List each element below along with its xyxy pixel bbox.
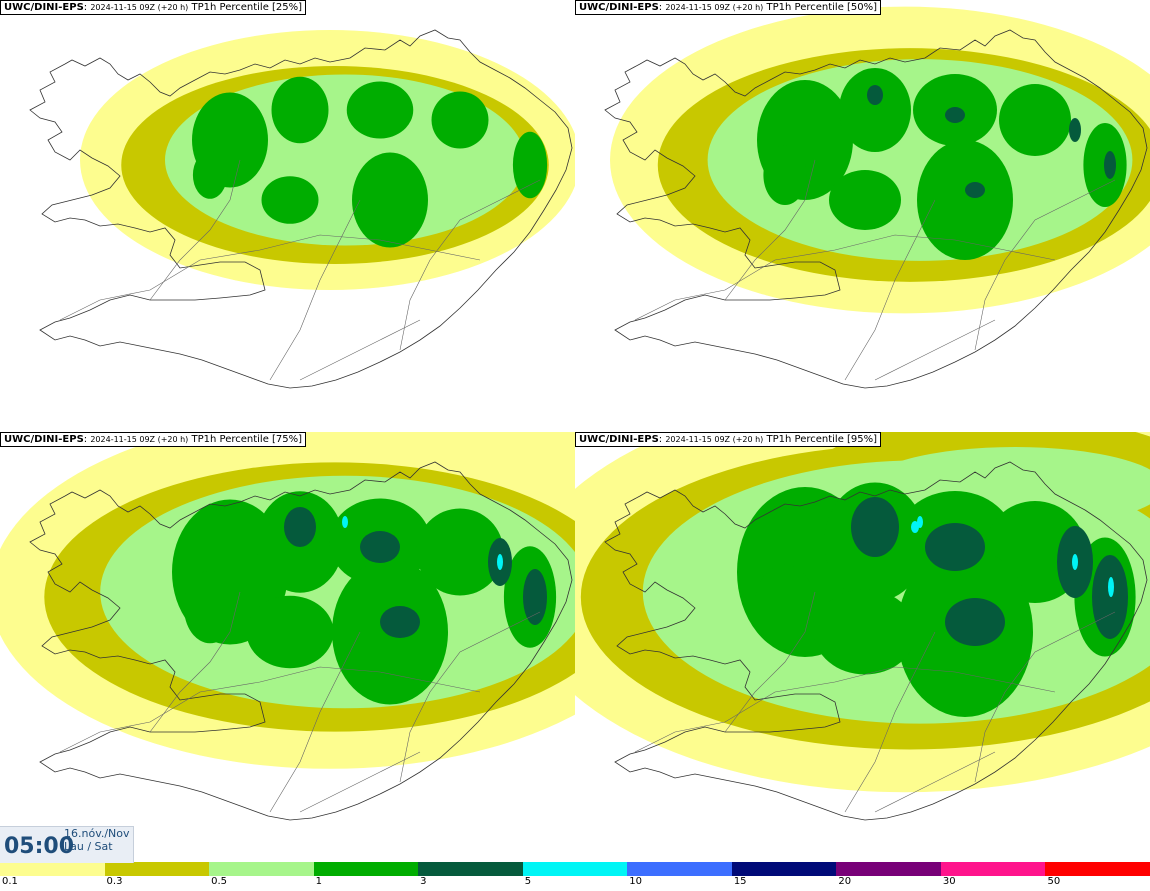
colorbar-segment <box>627 862 732 876</box>
road-line <box>299 319 421 381</box>
panel-title: UWC/DINI-EPS: 2024-11-15 09Z (+20 h) TP1… <box>575 0 882 15</box>
colorbar-segment <box>1045 862 1150 876</box>
field-name: TP1h Percentile [75%] <box>191 434 303 445</box>
colorbar-tick-label: 10 <box>629 876 642 887</box>
colorbar-tick-label: 30 <box>942 876 956 887</box>
run-time: 2024-11-15 09Z (+20 h) <box>90 435 189 444</box>
road-line <box>149 591 241 733</box>
colorbar-segment <box>0 862 105 876</box>
road-line <box>844 631 936 813</box>
road-line <box>269 199 361 381</box>
colorbar-segment <box>522 862 628 876</box>
colorbar-segment <box>313 862 419 876</box>
colorbar-segment <box>731 862 837 876</box>
colorbar-tick-label: 5 <box>524 876 532 887</box>
panel-title: UWC/DINI-EPS: 2024-11-15 09Z (+20 h) TP1… <box>0 432 307 447</box>
road-line <box>974 179 1116 351</box>
road-line <box>724 159 816 301</box>
road-line <box>844 199 936 381</box>
map-panel-95: UWC/DINI-EPS: 2024-11-15 09Z (+20 h) TP1… <box>575 432 1150 864</box>
map-panel-25: UWC/DINI-EPS: 2024-11-15 09Z (+20 h) TP1… <box>0 0 575 432</box>
colorbar-tick-label: 20 <box>838 876 852 887</box>
model-name: UWC/DINI-EPS <box>579 434 659 445</box>
precip-map <box>0 432 575 821</box>
road-line <box>399 611 541 783</box>
run-time: 2024-11-15 09Z (+20 h) <box>665 435 764 444</box>
colorbar-tick-label: 0.3 <box>106 876 123 887</box>
valid-time-date: 16.nóv./Nov Lau / Sat <box>64 827 130 853</box>
field-name: TP1h Percentile [95%] <box>766 434 878 445</box>
precip-map <box>29 29 575 389</box>
coastline <box>604 461 1148 821</box>
model-name: UWC/DINI-EPS <box>579 2 659 13</box>
colorbar-segment <box>836 862 941 876</box>
road-line <box>269 631 361 813</box>
colorbar-segment <box>104 862 210 876</box>
model-name: UWC/DINI-EPS <box>4 2 84 13</box>
colorbar-segment <box>418 862 523 876</box>
field-name: TP1h Percentile [25%] <box>191 2 303 13</box>
colorbar-tick-label: 1 <box>315 876 322 887</box>
precip-map <box>575 432 1150 821</box>
road-line <box>399 179 541 351</box>
map-panel-75: UWC/DINI-EPS: 2024-11-15 09Z (+20 h) TP1… <box>0 432 575 864</box>
road-line <box>299 751 421 813</box>
precip-map <box>604 6 1150 389</box>
coastline <box>29 461 573 821</box>
colorbar-tick-labels: 0.1 0.3 0.5 1 3 5 10 15 20 30 50 <box>0 876 1150 891</box>
colorbar-segment <box>209 862 314 876</box>
colorbar-tick-label: 0.5 <box>211 876 227 887</box>
precip-field <box>610 6 1150 314</box>
road-line <box>874 319 996 381</box>
precip-field <box>575 432 1150 793</box>
road-line <box>149 159 241 301</box>
model-name: UWC/DINI-EPS <box>4 434 84 445</box>
road-line <box>59 234 481 321</box>
precip-colorbar <box>0 862 1150 876</box>
valid-time-clock: 05:00 <box>4 834 75 859</box>
colorbar-segment <box>940 862 1046 876</box>
panel-title: UWC/DINI-EPS: 2024-11-15 09Z (+20 h) TP1… <box>0 0 307 15</box>
colorbar-tick-label: 50 <box>1047 876 1061 887</box>
panel-title: UWC/DINI-EPS: 2024-11-15 09Z (+20 h) TP1… <box>575 432 882 447</box>
precip-field <box>0 432 575 769</box>
run-time: 2024-11-15 09Z (+20 h) <box>90 3 189 12</box>
valid-date: 16.nóv./Nov <box>64 827 130 840</box>
road-line <box>724 591 816 733</box>
coastline <box>29 29 573 389</box>
field-name: TP1h Percentile [50%] <box>766 2 878 13</box>
run-time: 2024-11-15 09Z (+20 h) <box>665 3 764 12</box>
map-panel-50: UWC/DINI-EPS: 2024-11-15 09Z (+20 h) TP1… <box>575 0 1150 432</box>
road-line <box>974 611 1116 783</box>
valid-weekday: Lau / Sat <box>64 840 113 853</box>
road-line <box>634 234 1056 321</box>
road-line <box>634 666 1056 753</box>
colorbar-tick-label: 15 <box>733 876 747 887</box>
coastline <box>604 29 1148 389</box>
colorbar-tick-label: 0.1 <box>2 876 18 887</box>
road-line <box>874 751 996 813</box>
valid-time-box: 05:00 16.nóv./Nov Lau / Sat <box>0 826 134 863</box>
colorbar-tick-label: 3 <box>420 876 427 887</box>
road-line <box>59 666 481 753</box>
precip-field <box>80 30 575 290</box>
